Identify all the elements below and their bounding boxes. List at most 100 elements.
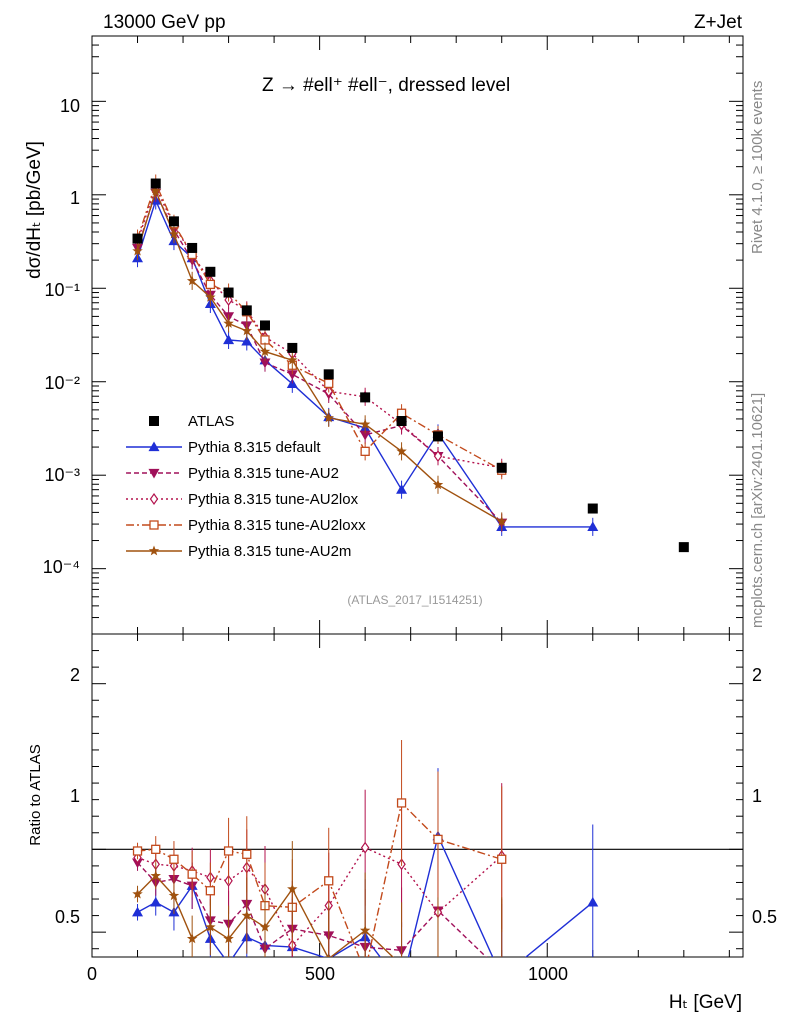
legend-marker bbox=[148, 545, 160, 556]
data-point-ratio bbox=[223, 933, 234, 944]
atlas-data-point bbox=[587, 503, 598, 514]
data-point-main bbox=[359, 418, 371, 429]
atlas-data-point bbox=[396, 416, 407, 427]
series-line-main bbox=[136, 190, 503, 524]
data-point-ratio bbox=[361, 968, 369, 976]
data-point-ratio bbox=[242, 849, 252, 859]
data-point-main bbox=[286, 370, 298, 380]
data-point-ratio bbox=[324, 876, 334, 886]
y-axis-label-ratio: Ratio to ATLAS bbox=[27, 744, 44, 845]
series-line-main bbox=[136, 188, 503, 523]
data-point-ratio bbox=[205, 921, 216, 932]
data-point-main bbox=[186, 275, 198, 286]
ratio-y-tick-label: 2 bbox=[70, 665, 80, 685]
data-point-main bbox=[241, 335, 253, 346]
legend-label: Pythia 8.315 tune-AU2 bbox=[188, 465, 339, 482]
ratio-y-tick-label: 0.5 bbox=[55, 907, 80, 927]
legend-marker bbox=[148, 441, 160, 452]
atlas-data-point bbox=[259, 320, 270, 331]
data-point-ratio bbox=[169, 854, 179, 864]
atlas-data-point bbox=[241, 305, 252, 316]
data-point-main bbox=[205, 291, 216, 302]
data-point-ratio bbox=[587, 896, 599, 907]
legend-label: Pythia 8.315 default bbox=[188, 439, 321, 456]
legend-markers bbox=[126, 416, 182, 556]
ratio-series bbox=[132, 740, 599, 981]
data-point-ratio bbox=[259, 921, 271, 932]
data-point-ratio bbox=[497, 854, 507, 864]
legend-marker-atlas bbox=[149, 416, 159, 426]
data-point-main bbox=[324, 378, 334, 389]
data-point-main bbox=[223, 334, 235, 345]
data-point-main bbox=[360, 446, 370, 456]
legend-label: ATLAS bbox=[188, 413, 234, 430]
main-y-tick-label: 10⁻³ bbox=[44, 465, 80, 485]
data-point-main bbox=[587, 521, 599, 531]
data-point-main bbox=[241, 325, 252, 336]
legend-label: Pythia 8.315 tune-AU2m bbox=[188, 543, 351, 560]
data-point-ratio bbox=[287, 883, 298, 894]
ratio-plot-frame bbox=[91, 633, 744, 958]
data-point-main bbox=[432, 479, 444, 490]
data-point-ratio bbox=[132, 888, 143, 899]
data-point-ratio bbox=[151, 844, 161, 854]
x-axis-label: Hₜ [GeV] bbox=[669, 992, 742, 1013]
data-point-ratio bbox=[496, 968, 507, 978]
x-tick-label: 500 bbox=[305, 964, 335, 984]
data-point-main bbox=[168, 228, 180, 239]
atlas-data-point bbox=[168, 216, 179, 227]
data-point-ratio bbox=[396, 798, 407, 808]
data-point-main bbox=[223, 318, 234, 328]
rivet-label: Rivet 4.1.0, ≥ 100k events bbox=[749, 81, 766, 254]
data-point-ratio bbox=[496, 971, 507, 981]
data-point-ratio bbox=[396, 960, 407, 970]
atlas-data-point bbox=[150, 178, 161, 189]
x-tick-label: 1000 bbox=[528, 964, 568, 984]
plot-title: Z → #ell⁺ #ell⁻, dressed level bbox=[262, 75, 510, 96]
atlas-data-point bbox=[496, 462, 507, 473]
atlas-data-point bbox=[678, 542, 689, 553]
main-y-tick-label: 1 bbox=[70, 188, 80, 208]
data-point-ratio bbox=[223, 958, 234, 968]
data-point-ratio bbox=[497, 965, 508, 975]
data-point-ratio bbox=[360, 841, 370, 854]
data-point-ratio bbox=[223, 846, 234, 856]
atlas-data-point bbox=[205, 266, 216, 277]
data-point-ratio bbox=[132, 906, 144, 917]
data-point-main bbox=[496, 516, 507, 526]
data-point-main bbox=[259, 358, 271, 369]
atlas-data-point bbox=[360, 392, 371, 403]
data-point-main bbox=[132, 245, 143, 256]
main-y-tick-label: 10⁻² bbox=[44, 373, 80, 393]
atlas-data-point bbox=[223, 287, 234, 298]
ratio-y-tick-label-right: 2 bbox=[752, 665, 762, 685]
data-point-main bbox=[205, 279, 216, 290]
series-line-ratio bbox=[136, 862, 488, 957]
data-point-main bbox=[150, 185, 161, 196]
main-y-tick-label: 10 bbox=[60, 96, 80, 116]
series-line-main bbox=[136, 181, 503, 471]
ratio-y-tick-label-right: 0.5 bbox=[752, 907, 777, 927]
mcplots-label: mcplots.cern.ch [arXiv:2401.10621] bbox=[749, 393, 766, 628]
data-point-ratio bbox=[241, 910, 252, 920]
data-point-main bbox=[396, 484, 408, 494]
atlas-data-point bbox=[432, 431, 443, 442]
data-point-main bbox=[433, 450, 443, 463]
header-left: 13000 GeV pp bbox=[103, 12, 226, 33]
legend-label: Pythia 8.315 tune-AU2lox bbox=[188, 491, 359, 508]
data-point-main bbox=[359, 430, 371, 441]
ratio-y-tick-label-right: 1 bbox=[752, 786, 762, 806]
data-point-ratio bbox=[150, 870, 161, 881]
data-point-main bbox=[323, 412, 334, 423]
data-point-ratio bbox=[323, 953, 334, 957]
atlas-data-point bbox=[187, 242, 198, 253]
data-point-ratio bbox=[186, 933, 198, 944]
series-line-ratio bbox=[137, 801, 502, 957]
data-point-ratio bbox=[187, 869, 197, 879]
data-point-ratio bbox=[132, 846, 143, 856]
data-point-main bbox=[259, 346, 271, 357]
ratio-y-tick-label: 1 bbox=[70, 786, 80, 806]
data-point-ratio bbox=[433, 960, 443, 970]
series-line-ratio bbox=[137, 874, 394, 957]
